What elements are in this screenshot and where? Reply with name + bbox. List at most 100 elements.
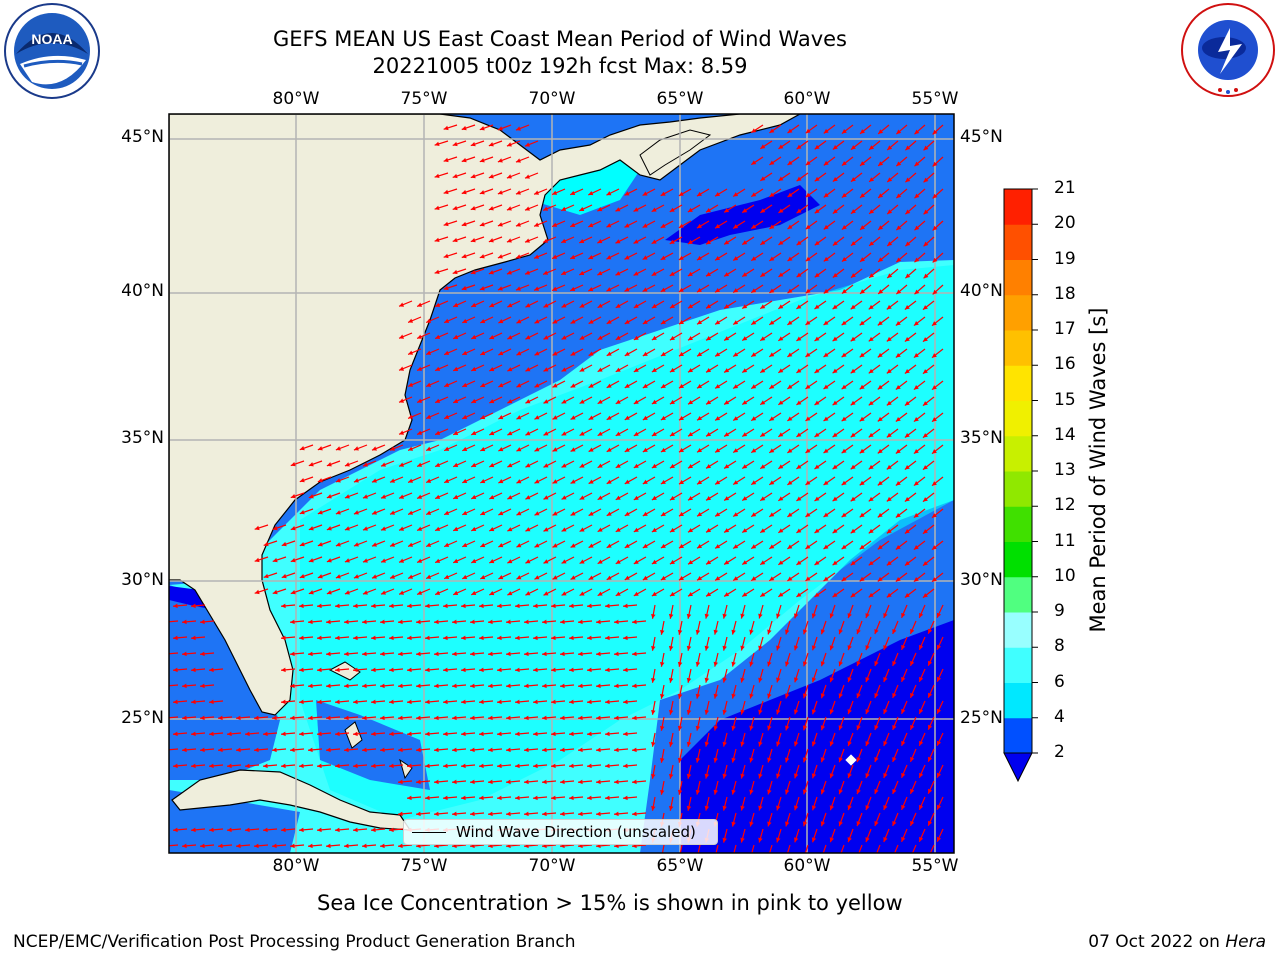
wind-wave-arrowhead [335, 731, 340, 737]
wind-wave-arrowhead [838, 629, 843, 635]
wind-wave-arrowhead [805, 576, 811, 581]
colorbar-band [1004, 471, 1032, 507]
wind-wave-arrowhead [534, 254, 540, 259]
wind-wave-arrowhead [416, 811, 421, 817]
colorbar-band [1004, 259, 1032, 296]
wind-wave-arrowhead [398, 683, 403, 689]
wind-wave-arrowhead [678, 383, 684, 389]
wind-wave-arrowhead [887, 241, 893, 246]
wind-wave-arrowhead [724, 368, 730, 373]
wind-wave-arrowhead [742, 432, 748, 437]
wind-wave-arrowhead [677, 693, 683, 699]
wind-wave-arrowhead [632, 747, 637, 753]
wind-wave-arrowhead [697, 512, 703, 517]
wind-wave-arrowhead [462, 510, 468, 515]
wind-wave-arrowhead [687, 207, 693, 212]
wind-wave-arrowhead [561, 527, 567, 532]
wind-wave-arrowhead [883, 677, 888, 682]
wind-wave-arrowhead [767, 661, 772, 667]
wind-wave-arrowhead [859, 352, 865, 358]
wind-wave-arrowhead [678, 447, 684, 453]
wind-wave-arrowhead [525, 431, 531, 436]
wind-wave-arrowhead [704, 709, 710, 715]
wind-wave-arrowhead [787, 256, 793, 262]
wind-wave-arrowhead [850, 273, 856, 278]
wind-wave-arrowhead [308, 526, 314, 531]
wind-wave-arrowhead [444, 350, 450, 355]
wind-wave-arrow [929, 844, 935, 853]
wind-wave-arrowhead [706, 368, 712, 373]
wind-wave-arrowhead [605, 763, 610, 769]
land-us [169, 114, 801, 716]
wind-wave-arrowhead [913, 577, 919, 582]
wind-wave-arrowhead [758, 613, 763, 619]
wind-wave-arrowhead [868, 368, 874, 374]
wind-wave-arrowhead [570, 351, 576, 356]
wind-wave-arrowhead [290, 557, 296, 563]
lat-tick-left: 40°N [121, 281, 164, 301]
legend-line-icon [412, 831, 446, 833]
wind-wave-arrowhead [733, 352, 739, 357]
wind-wave-arrowhead [407, 603, 412, 609]
lat-tick-left: 45°N [121, 127, 164, 147]
lon-tick-top: 80°W [272, 89, 320, 109]
wind-wave-arrowhead [769, 384, 775, 389]
colorbar-label: 20 [1054, 213, 1076, 234]
wind-wave-arrowhead [760, 400, 766, 405]
wind-wave-arrowhead [344, 526, 350, 531]
wind-wave-arrowhead [705, 207, 711, 213]
wind-wave-arrowhead [922, 561, 928, 566]
wind-wave-arrowhead [802, 757, 808, 763]
wind-wave-arrowhead [642, 319, 648, 324]
wind-wave-arrowhead [796, 528, 802, 533]
wind-wave-arrowhead [597, 527, 603, 532]
wind-wave-arrowhead [802, 725, 808, 731]
wind-wave-arrowhead [443, 635, 448, 641]
wind-wave-arrowhead [860, 129, 865, 134]
wind-wave-arrowhead [533, 635, 538, 641]
wind-wave-arrowhead [497, 158, 503, 163]
wind-wave-arrowhead [416, 651, 421, 657]
wind-wave-arrowhead [787, 288, 793, 294]
wind-wave-arrowhead [886, 368, 892, 374]
wind-wave-arrowhead [227, 763, 232, 769]
wind-wave-arrowhead [164, 748, 169, 753]
wind-wave-arrowhead [497, 222, 503, 227]
wind-wave-arrowhead [605, 731, 610, 737]
wind-wave-arrowhead [281, 603, 286, 609]
wind-wave-arrowhead [829, 709, 834, 715]
wind-wave-arrowhead [597, 207, 603, 212]
wind-wave-arrowhead [651, 773, 656, 779]
wind-wave-arrowhead [758, 741, 763, 747]
wind-wave-arrowhead [874, 693, 879, 699]
wind-wave-arrowhead [623, 763, 628, 769]
wind-wave-arrowhead [687, 495, 693, 501]
wind-wave-arrowhead [326, 462, 332, 467]
wind-wave-arrowhead [506, 715, 511, 721]
wind-wave-arrowhead [886, 464, 892, 470]
wind-wave-arrowhead [462, 446, 468, 451]
lon-tick-top: 55°W [911, 89, 959, 109]
wind-wave-arrowhead [461, 253, 467, 259]
wind-wave-arrowhead [453, 334, 459, 339]
wind-wave-arrowhead [525, 495, 531, 500]
wind-wave-arrowhead [516, 447, 522, 452]
wind-wave-arrowhead [488, 270, 494, 275]
wind-wave-arrowhead [480, 542, 486, 548]
wind-wave-arrowhead [905, 273, 911, 279]
wind-wave-arrowhead [724, 560, 730, 565]
wind-wave-arrowhead [308, 590, 314, 595]
wind-wave-arrowhead [254, 557, 260, 563]
wind-wave-arrowhead [299, 699, 304, 705]
wind-wave-arrowhead [814, 176, 820, 182]
wind-wave-arrowhead [901, 804, 906, 810]
wind-wave-arrowhead [832, 496, 838, 502]
wind-wave-arrowhead [910, 628, 915, 634]
wind-wave-arrowhead [290, 589, 296, 595]
wind-wave-arrowhead [381, 526, 386, 531]
wind-wave-arrowhead [659, 757, 665, 763]
wind-wave-arrowhead [767, 789, 772, 795]
wind-wave-arrowhead [434, 715, 439, 721]
wind-wave-arrowhead [561, 559, 567, 564]
wind-wave-arrowhead [660, 447, 666, 453]
